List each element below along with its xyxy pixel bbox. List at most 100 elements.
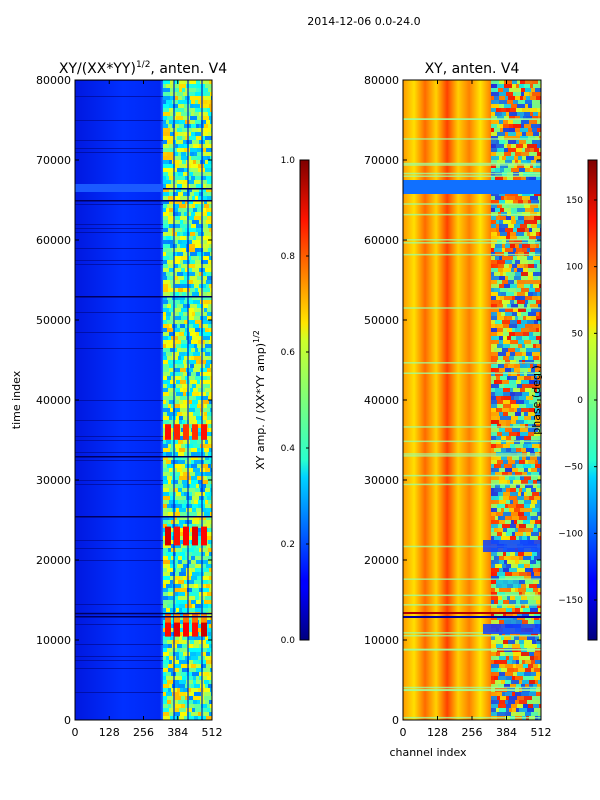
heatmap-cell — [503, 640, 508, 644]
heatmap-streak — [173, 232, 175, 236]
heatmap-streak — [187, 352, 189, 356]
heatmap-cell — [534, 148, 539, 152]
heatmap-streak — [173, 388, 175, 392]
heatmap-streak — [173, 640, 175, 644]
heatmap-cell — [175, 704, 181, 708]
heatmap-cell — [204, 460, 210, 464]
heatmap-streak — [173, 244, 175, 248]
heatmap-cell — [513, 672, 517, 676]
heatmap-cell — [502, 156, 506, 160]
heatmap-cell — [537, 384, 541, 388]
heatmap-cell — [193, 352, 200, 356]
heatmap-cell — [192, 672, 199, 676]
heatmap-cell — [163, 412, 167, 416]
heatmap-cell — [163, 668, 168, 672]
heatmap-cell — [491, 384, 499, 388]
heatmap-cell — [532, 80, 538, 84]
heatmap-cell — [507, 328, 512, 332]
heatmap-cell — [513, 248, 516, 252]
colorbar-tick-label: 100 — [566, 263, 583, 273]
heatmap-cell — [505, 244, 510, 248]
heatmap-cell — [505, 312, 512, 316]
heatmap-cell — [504, 136, 512, 140]
heatmap-cell — [189, 244, 195, 248]
heatmap-cell — [531, 660, 535, 664]
heatmap-cell — [170, 636, 173, 640]
heatmap-cell — [163, 312, 166, 316]
heatmap-streak — [187, 440, 189, 444]
heatmap-cell — [523, 316, 526, 320]
heatmap-cell — [491, 664, 499, 668]
heatmap-cell — [166, 692, 172, 696]
heatmap-cell — [500, 216, 506, 220]
amplitude-colorbar: 0.00.20.40.60.81.0 XY amp. / (XX*YY amp)… — [252, 156, 310, 646]
heatmap-cell — [506, 420, 511, 424]
heatmap-streak — [201, 660, 203, 664]
heatmap-cell — [190, 260, 195, 264]
heatmap-cell — [182, 488, 189, 492]
heatmap-cell — [174, 340, 181, 344]
heatmap-cell — [207, 100, 210, 104]
heatmap-cell — [491, 108, 496, 112]
heatmap-streak — [173, 440, 175, 444]
heatmap-cell — [516, 600, 520, 604]
heatmap-cell — [190, 388, 193, 392]
heatmap-cell — [496, 444, 503, 448]
heatmap-cell — [202, 644, 209, 648]
heatmap-streak — [201, 280, 203, 284]
heatmap-cell — [514, 668, 518, 672]
heatmap-cell — [203, 208, 206, 212]
heatmap-cell — [534, 572, 540, 576]
heatmap-cell — [178, 500, 184, 504]
heatmap-cell — [208, 324, 212, 328]
heatmap-cell — [491, 380, 494, 384]
heatmap-cell — [183, 116, 190, 120]
heatmap-cell — [204, 96, 211, 100]
heatmap-cell — [537, 500, 541, 504]
heatmap-cell — [499, 96, 505, 100]
heatmap-cell — [167, 376, 171, 380]
heatmap-cell — [208, 500, 212, 504]
heatmap-cell — [179, 532, 184, 536]
heatmap-cell — [524, 644, 530, 648]
heatmap-cell — [208, 260, 211, 264]
heatmap-cell — [498, 292, 501, 296]
heatmap-cell — [536, 344, 541, 348]
heatmap-cell — [505, 132, 508, 136]
heatmap-cell — [512, 136, 520, 140]
heatmap-cell — [196, 124, 199, 128]
heatmap-cell — [502, 224, 508, 228]
heatmap-cell — [509, 124, 513, 128]
heatmap-cell — [538, 276, 541, 280]
heatmap-cell — [491, 456, 494, 460]
heatmap-cell — [177, 128, 182, 132]
heatmap-cell — [174, 516, 177, 520]
heatmap-cell — [209, 204, 212, 208]
heatmap-row-line — [403, 372, 541, 374]
heatmap-cell — [525, 356, 528, 360]
heatmap-cell — [509, 204, 516, 208]
heatmap-streak — [173, 252, 175, 256]
heatmap-cell — [491, 260, 497, 264]
heatmap-cell — [517, 576, 524, 580]
heatmap-cell — [491, 708, 496, 712]
heatmap-cell — [208, 304, 212, 308]
heatmap-cell — [163, 284, 168, 288]
heatmap-cell — [508, 288, 516, 292]
heatmap-cell — [169, 332, 175, 336]
heatmap-cell — [191, 124, 196, 128]
heatmap-cell — [504, 116, 509, 120]
heatmap-streak — [201, 688, 203, 692]
heatmap-streak — [187, 452, 189, 456]
heatmap-cell — [200, 368, 207, 372]
heatmap-cell — [195, 196, 198, 200]
heatmap-streak — [201, 348, 203, 352]
heatmap-streak — [187, 104, 189, 108]
heatmap-cell — [510, 376, 517, 380]
heatmap-cell — [169, 652, 173, 656]
heatmap-hotspot — [174, 526, 180, 546]
heatmap-cell — [180, 688, 183, 692]
heatmap-cell — [178, 560, 182, 564]
heatmap-cell — [523, 532, 526, 536]
heatmap-cell — [491, 368, 499, 372]
